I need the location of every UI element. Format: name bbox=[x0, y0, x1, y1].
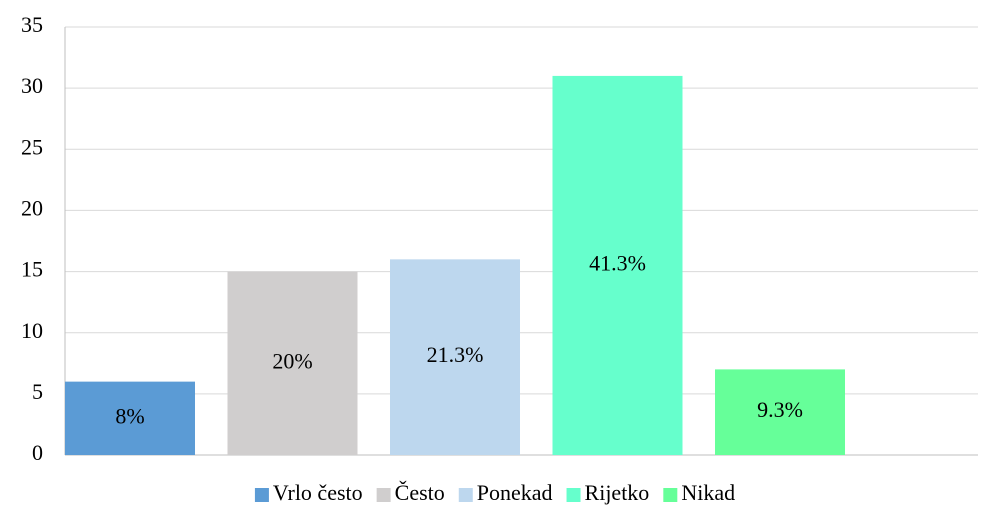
legend-swatch bbox=[566, 488, 581, 502]
legend-swatch bbox=[663, 488, 678, 502]
bar bbox=[715, 369, 845, 455]
data-label: 21.3% bbox=[427, 342, 484, 367]
y-tick-label: 20 bbox=[21, 195, 43, 220]
legend-text: Ponekad bbox=[477, 480, 553, 505]
legend-text: Vrlo često bbox=[273, 480, 363, 505]
legend-text: Nikad bbox=[681, 480, 735, 505]
legend-swatch bbox=[458, 488, 473, 502]
legend-swatch bbox=[376, 488, 391, 502]
data-label: 41.3% bbox=[589, 251, 646, 276]
data-label: 8% bbox=[115, 403, 144, 428]
y-tick-label: 0 bbox=[32, 440, 43, 465]
legend-text: Rijetko bbox=[585, 480, 650, 505]
legend-swatch bbox=[254, 488, 269, 502]
legend-text: Često bbox=[395, 480, 445, 505]
y-tick-label: 15 bbox=[21, 257, 43, 282]
bar bbox=[552, 75, 683, 456]
y-tick-label: 10 bbox=[21, 318, 43, 343]
bar bbox=[65, 381, 195, 455]
bar bbox=[390, 259, 520, 455]
y-tick-label: 25 bbox=[21, 134, 43, 159]
y-tick-label: 30 bbox=[21, 73, 43, 98]
y-tick-label: 35 bbox=[21, 12, 43, 37]
bar bbox=[227, 271, 358, 455]
y-tick-label: 5 bbox=[32, 379, 43, 404]
data-label: 9.3% bbox=[757, 397, 803, 422]
data-label: 20% bbox=[272, 348, 312, 373]
